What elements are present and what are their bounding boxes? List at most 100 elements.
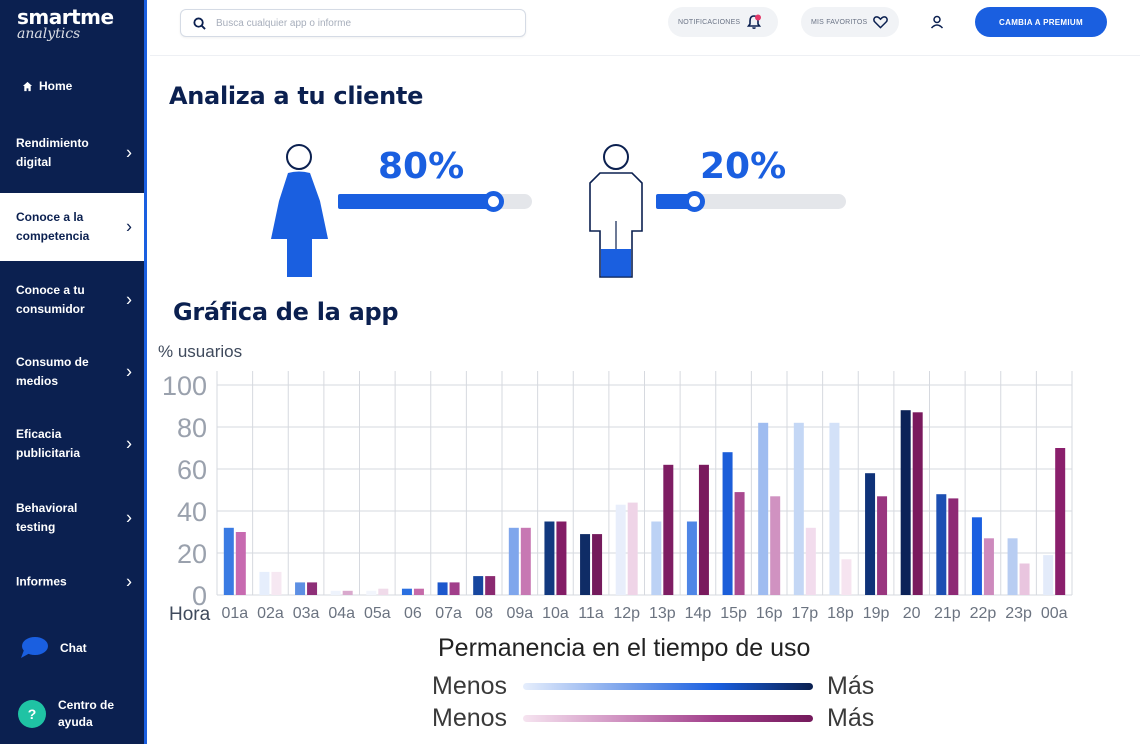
x-axis-label: Hora (169, 604, 211, 625)
chevron-right-icon: › (126, 216, 132, 237)
bell-icon (747, 14, 762, 29)
bar-22p-s2 (983, 538, 994, 595)
sidebar-item-eficacia-publicitaria[interactable]: Eficacia publicitaria › (0, 410, 144, 478)
x-tick-label: 06 (404, 605, 422, 622)
male-figure-icon (589, 144, 643, 278)
chevron-right-icon: › (126, 289, 132, 310)
user-profile-button[interactable] (922, 7, 952, 37)
x-tick-label: 12p (613, 605, 640, 622)
bar-07a-s2 (449, 582, 460, 595)
legend-row-purple: Menos Más (432, 704, 874, 733)
bar-18p-s1 (829, 422, 840, 595)
bar-00a-s1 (1043, 555, 1054, 595)
bar-11a-s2 (592, 534, 603, 595)
female-progress-thumb (483, 191, 505, 212)
header-divider (150, 55, 1140, 56)
female-percentage: 80% (378, 146, 465, 187)
male-progress-thumb (684, 191, 705, 212)
y-tick-label: 0 (192, 581, 207, 611)
sidebar-item-label: Consumo de medios (16, 355, 89, 388)
search-icon (193, 16, 206, 30)
y-axis-label: % usuarios (158, 342, 243, 361)
bar-13p-s2 (663, 464, 674, 595)
chevron-right-icon: › (126, 507, 132, 528)
x-tick-label: 13p (649, 605, 676, 622)
bar-13p-s1 (651, 521, 662, 595)
female-figure-icon (271, 144, 328, 277)
chat-button[interactable]: Chat (18, 636, 87, 660)
bar-11a-s1 (580, 534, 591, 595)
legend-less-label: Menos (432, 672, 508, 700)
sidebar-item-conoce-competencia[interactable]: Conoce a la competencia › (0, 193, 144, 261)
sidebar-item-label: Conoce a tu consumidor (16, 283, 85, 316)
bar-14p-s2 (698, 464, 709, 595)
notifications-button[interactable]: NOTIFICACIONES (668, 7, 778, 37)
search-bar[interactable] (180, 9, 526, 37)
x-tick-label: 22p (970, 605, 997, 622)
search-input[interactable] (216, 17, 506, 29)
bar-09a-s2 (520, 527, 531, 595)
bar-16p-s1 (758, 422, 769, 595)
bar-14p-s1 (686, 521, 697, 595)
bar-01a-s2 (235, 532, 246, 595)
chat-icon (21, 637, 48, 658)
bar-19p-s1 (865, 473, 876, 595)
bar-04a-s2 (342, 590, 353, 595)
help-label: Centro de ayuda (58, 698, 115, 729)
sidebar-item-consumo-medios[interactable]: Consumo de medios › (0, 338, 144, 406)
bar-00a-s2 (1055, 448, 1066, 595)
x-tick-label: 01a (221, 605, 248, 622)
heart-icon (873, 16, 889, 29)
question-icon: ? (18, 700, 46, 728)
bar-08-s1 (473, 576, 484, 595)
sidebar-item-label: Behavioral testing (16, 501, 78, 534)
sidebar-item-home[interactable]: Home (22, 79, 72, 93)
sidebar-item-rendimiento-digital[interactable]: Rendimiento digital › (0, 119, 144, 187)
sidebar-item-label: Conoce a la competencia (16, 210, 90, 243)
page-title: Analiza a tu cliente (169, 82, 424, 110)
bar-18p-s2 (841, 559, 852, 595)
usage-bar-chart: 0 20 40 60 80 100 01a 02a 03a 04a 05a 06 07a 08 09a 10a… (162, 371, 1073, 625)
x-tick-label: 15p (720, 605, 747, 622)
bar-23p-s1 (1007, 538, 1018, 595)
bar-20-s2 (912, 412, 923, 595)
sidebar: smartme analytics Home Rendimiento digit… (0, 0, 147, 744)
chart-title: Gráfica de la app (173, 298, 399, 326)
x-tick-label: 03a (293, 605, 320, 622)
chat-label: Chat (60, 641, 87, 655)
help-center-button[interactable]: ? Centro de ayuda (18, 697, 128, 731)
x-tick-label: 00a (1041, 605, 1068, 622)
sidebar-item-label: Informes (16, 574, 67, 589)
bar-02a-s2 (271, 571, 282, 595)
x-tick-label: 07a (435, 605, 462, 622)
x-tick-label: 20 (903, 605, 921, 622)
x-tick-label: 19p (863, 605, 890, 622)
bar-12p-s1 (615, 504, 626, 595)
bar-15p-s1 (722, 452, 733, 595)
bar-07a-s1 (437, 582, 448, 595)
y-tick-label: 100 (162, 371, 207, 401)
x-tick-label: 10a (542, 605, 569, 622)
upgrade-premium-button[interactable]: CAMBIA A PREMIUM (975, 7, 1107, 37)
x-tick-label: 09a (506, 605, 533, 622)
legend-row-blue: Menos Más (432, 672, 874, 701)
y-tick-label: 40 (177, 497, 207, 527)
x-tick-label: 16p (756, 605, 783, 622)
y-tick-label: 80 (177, 413, 207, 443)
bar-19p-s2 (877, 496, 888, 595)
bar-06-s1 (401, 588, 412, 595)
bar-03a-s1 (295, 582, 306, 595)
bar-06-s2 (413, 588, 424, 595)
favorites-button[interactable]: MIS FAVORITOS (801, 7, 899, 37)
home-icon (22, 81, 33, 91)
legend-less-label: Menos (432, 704, 508, 732)
x-tick-label: 08 (475, 605, 493, 622)
sidebar-item-conoce-consumidor[interactable]: Conoce a tu consumidor › (0, 266, 144, 334)
bar-04a-s1 (330, 590, 341, 595)
bar-05a-s2 (378, 588, 389, 595)
sidebar-item-label: Home (39, 79, 73, 93)
logo[interactable]: smartme analytics (17, 6, 114, 41)
bar-09a-s1 (508, 527, 519, 595)
sidebar-item-behavioral-testing[interactable]: Behavioral testing › (0, 484, 144, 552)
sidebar-item-informes[interactable]: Informes › (0, 548, 144, 616)
